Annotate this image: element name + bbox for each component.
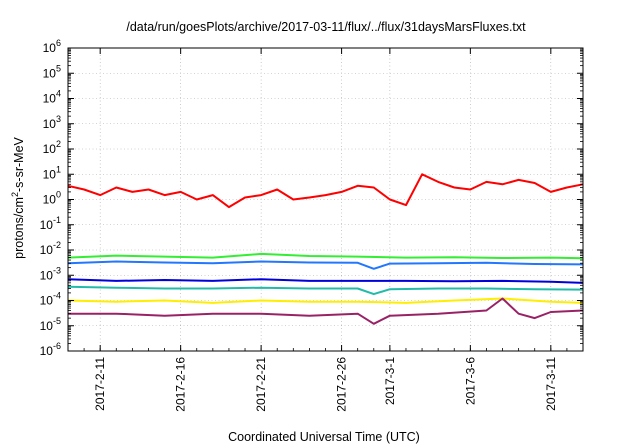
- series-line-6: [67, 297, 584, 304]
- y-tick-label-exp: -5: [53, 316, 61, 326]
- axis-ticks: 10-610-510-410-310-210-11001011021031041…: [40, 38, 583, 412]
- y-tick-label-base: 10: [40, 319, 54, 333]
- series-line-1: [67, 173, 584, 209]
- y-tick-label-exp: -3: [53, 265, 61, 275]
- y-axis-label-base: protons/cm: [12, 197, 26, 259]
- y-tick-label: 106: [43, 38, 61, 55]
- chart-title: /data/run/goesPlots/archive/2017-03-11/f…: [126, 20, 526, 34]
- y-tick-label: 105: [43, 63, 61, 80]
- y-tick-label-exp: 6: [56, 38, 61, 48]
- x-tick-label: 2017-3-1: [383, 357, 397, 405]
- x-tick-label: 2017-2-16: [174, 357, 188, 412]
- series-line-5: [67, 285, 584, 296]
- y-tick-label-base: 10: [40, 294, 54, 308]
- y-axis-label-rest: -s-sr-MeV: [12, 136, 26, 192]
- y-tick-label: 102: [43, 139, 61, 156]
- y-tick-label-exp: -6: [53, 341, 61, 351]
- y-tick-label: 10-2: [40, 240, 61, 257]
- y-tick-label: 10-4: [40, 291, 61, 308]
- y-tick-label-base: 10: [43, 41, 57, 55]
- y-tick-label-base: 10: [40, 344, 54, 358]
- y-tick-label: 103: [43, 114, 61, 131]
- x-tick-label: 2017-3-11: [544, 357, 558, 411]
- y-tick-label-base: 10: [43, 92, 57, 106]
- y-tick-label-base: 10: [43, 66, 57, 80]
- y-tick-label-base: 10: [43, 167, 57, 181]
- x-tick-label: 2017-2-26: [335, 357, 349, 412]
- y-tick-label-exp: 5: [56, 63, 61, 73]
- y-tick-label: 101: [43, 164, 61, 181]
- y-axis-label: protons/cm2-s-sr-MeV: [10, 136, 26, 258]
- series-layer: [67, 173, 584, 325]
- y-tick-label: 10-3: [40, 265, 61, 282]
- y-tick-label-base: 10: [40, 243, 54, 257]
- y-tick-label: 10-6: [40, 341, 61, 358]
- y-tick-label-exp: 2: [56, 139, 61, 149]
- y-tick-label-exp: -4: [53, 291, 61, 301]
- y-tick-label-base: 10: [43, 142, 57, 156]
- y-tick-label: 104: [43, 89, 61, 106]
- series-line-3: [67, 260, 584, 270]
- x-tick-label: 2017-2-21: [254, 357, 268, 412]
- y-tick-label-base: 10: [40, 218, 54, 232]
- x-axis-label: Coordinated Universal Time (UTC): [228, 430, 420, 444]
- series-line-7: [68, 297, 584, 325]
- x-tick-label: 2017-3-6: [463, 357, 477, 405]
- y-tick-label-base: 10: [43, 117, 57, 131]
- series-line-4: [67, 278, 584, 284]
- y-tick-label-base: 10: [43, 193, 57, 207]
- series-line-2: [67, 252, 584, 260]
- y-tick-label-exp: -1: [53, 215, 61, 225]
- y-tick-label-exp: -2: [53, 240, 61, 250]
- y-tick-label: 100: [43, 190, 61, 207]
- y-tick-label-exp: 0: [56, 190, 61, 200]
- x-tick-label: 2017-2-11: [93, 357, 107, 411]
- y-tick-label: 10-1: [40, 215, 61, 232]
- y-tick-label-exp: 3: [56, 114, 61, 124]
- y-tick-label: 10-5: [40, 316, 61, 333]
- y-tick-label-exp: 1: [56, 164, 61, 174]
- y-tick-label-base: 10: [40, 268, 54, 282]
- grid: [68, 48, 583, 351]
- y-axis-label-sup: 2: [10, 192, 20, 197]
- y-tick-label-exp: 4: [56, 89, 61, 99]
